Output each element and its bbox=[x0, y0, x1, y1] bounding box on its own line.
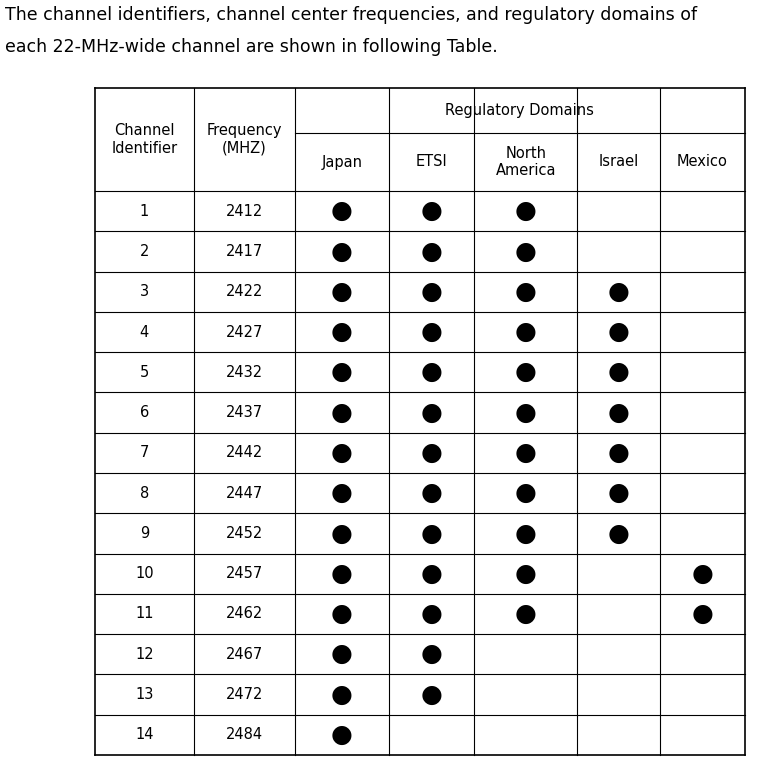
Text: ●: ● bbox=[514, 320, 537, 344]
Text: 13: 13 bbox=[135, 687, 154, 702]
Text: Regulatory Domains: Regulatory Domains bbox=[445, 103, 594, 118]
Text: ●: ● bbox=[691, 602, 714, 626]
Text: 11: 11 bbox=[135, 607, 154, 621]
Text: ●: ● bbox=[514, 521, 537, 545]
Text: ●: ● bbox=[421, 602, 442, 626]
Text: ●: ● bbox=[421, 642, 442, 667]
Text: 2467: 2467 bbox=[225, 647, 263, 662]
Text: ●: ● bbox=[608, 521, 630, 545]
Text: 2452: 2452 bbox=[225, 526, 263, 541]
Text: 2484: 2484 bbox=[226, 727, 263, 743]
Text: ●: ● bbox=[514, 602, 537, 626]
Text: ●: ● bbox=[331, 602, 353, 626]
Text: ●: ● bbox=[514, 441, 537, 465]
Text: ●: ● bbox=[608, 441, 630, 465]
Text: 2417: 2417 bbox=[225, 244, 263, 259]
Text: ●: ● bbox=[514, 199, 537, 223]
Text: 6: 6 bbox=[140, 405, 149, 420]
Text: 10: 10 bbox=[135, 566, 154, 581]
Text: ●: ● bbox=[331, 360, 353, 384]
Text: ●: ● bbox=[514, 240, 537, 263]
Text: ●: ● bbox=[608, 360, 630, 384]
Text: ●: ● bbox=[331, 723, 353, 746]
Text: ●: ● bbox=[421, 521, 442, 545]
Text: ●: ● bbox=[421, 441, 442, 465]
Text: ●: ● bbox=[421, 280, 442, 303]
Text: Japan: Japan bbox=[321, 154, 362, 170]
Text: ●: ● bbox=[331, 521, 353, 545]
Text: Channel
Identifier: Channel Identifier bbox=[112, 124, 178, 156]
Text: ●: ● bbox=[331, 240, 353, 263]
Text: ●: ● bbox=[514, 481, 537, 505]
Text: Mexico: Mexico bbox=[677, 154, 728, 170]
Text: ●: ● bbox=[691, 561, 714, 586]
Text: ●: ● bbox=[608, 320, 630, 344]
Text: ETSI: ETSI bbox=[415, 154, 448, 170]
Text: 1: 1 bbox=[140, 204, 149, 219]
Text: ●: ● bbox=[421, 360, 442, 384]
Text: ●: ● bbox=[608, 481, 630, 505]
Text: ●: ● bbox=[421, 561, 442, 586]
Text: ●: ● bbox=[421, 320, 442, 344]
Text: ●: ● bbox=[514, 561, 537, 586]
Text: 12: 12 bbox=[135, 647, 154, 662]
Text: ●: ● bbox=[514, 401, 537, 425]
Text: 2472: 2472 bbox=[225, 687, 263, 702]
Text: ●: ● bbox=[331, 561, 353, 586]
Text: ●: ● bbox=[421, 481, 442, 505]
Text: The channel identifiers, channel center frequencies, and regulatory domains of: The channel identifiers, channel center … bbox=[5, 6, 697, 24]
Text: ●: ● bbox=[331, 683, 353, 707]
Text: 2447: 2447 bbox=[225, 485, 263, 501]
Text: 2462: 2462 bbox=[225, 607, 263, 621]
Text: each 22-MHz-wide channel are shown in following Table.: each 22-MHz-wide channel are shown in fo… bbox=[5, 38, 498, 56]
Text: ●: ● bbox=[331, 401, 353, 425]
Text: ●: ● bbox=[608, 280, 630, 303]
Text: ●: ● bbox=[421, 199, 442, 223]
Text: 2412: 2412 bbox=[225, 204, 263, 219]
Text: 5: 5 bbox=[140, 365, 149, 380]
Text: ●: ● bbox=[331, 199, 353, 223]
Text: ●: ● bbox=[331, 280, 353, 303]
Text: 2442: 2442 bbox=[225, 445, 263, 460]
Text: 4: 4 bbox=[140, 325, 149, 339]
Text: North
America: North America bbox=[495, 146, 556, 178]
Text: 2422: 2422 bbox=[225, 284, 263, 300]
Text: 2: 2 bbox=[140, 244, 149, 259]
Text: 2457: 2457 bbox=[225, 566, 263, 581]
Text: ●: ● bbox=[421, 240, 442, 263]
Text: 2432: 2432 bbox=[226, 365, 263, 380]
Text: ●: ● bbox=[514, 280, 537, 303]
Text: 2437: 2437 bbox=[226, 405, 263, 420]
Text: 3: 3 bbox=[140, 284, 149, 300]
Text: ●: ● bbox=[608, 401, 630, 425]
Text: 2427: 2427 bbox=[225, 325, 263, 339]
Text: ●: ● bbox=[421, 683, 442, 707]
Text: ●: ● bbox=[514, 360, 537, 384]
Text: ●: ● bbox=[331, 642, 353, 667]
Text: 7: 7 bbox=[140, 445, 149, 460]
Text: Frequency
(MHZ): Frequency (MHZ) bbox=[207, 124, 282, 156]
Text: 9: 9 bbox=[140, 526, 149, 541]
Text: 14: 14 bbox=[135, 727, 154, 743]
Text: ●: ● bbox=[331, 320, 353, 344]
Text: 8: 8 bbox=[140, 485, 149, 501]
Text: Israel: Israel bbox=[598, 154, 639, 170]
Text: ●: ● bbox=[331, 481, 353, 505]
Text: ●: ● bbox=[421, 401, 442, 425]
Text: ●: ● bbox=[331, 441, 353, 465]
